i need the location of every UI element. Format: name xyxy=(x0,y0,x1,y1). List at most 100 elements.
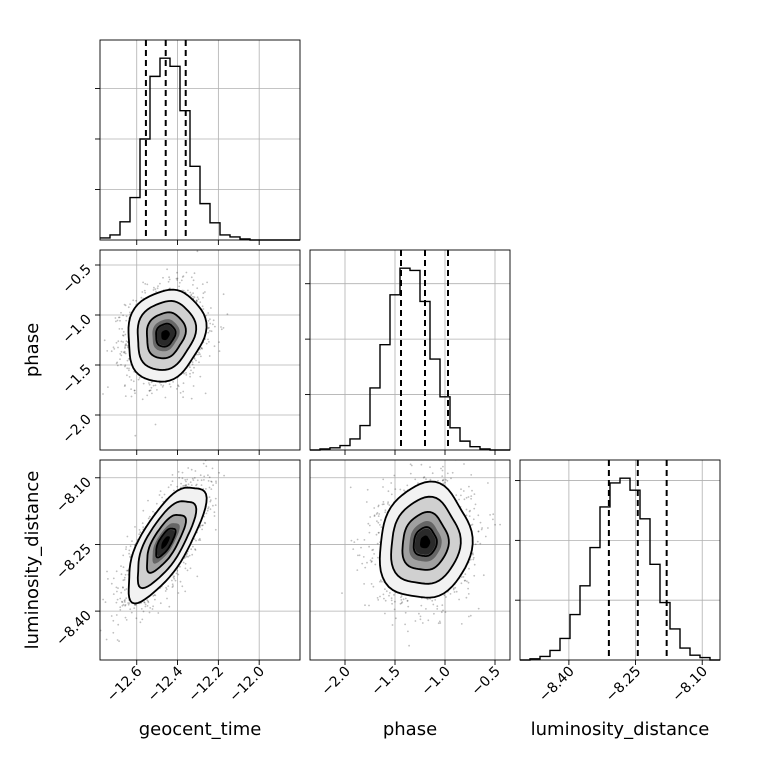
density-geocent_time-vs-phase-point xyxy=(210,307,212,309)
density-geocent_time-vs-phase-point xyxy=(150,386,153,389)
density-phase-vs-luminosity_distance-point xyxy=(378,531,380,534)
density-geocent_time-vs-luminosity_distance-point xyxy=(135,617,138,620)
density-geocent_time-vs-luminosity_distance-point xyxy=(147,600,150,603)
density-phase-vs-luminosity_distance-point xyxy=(387,501,389,504)
density-geocent_time-vs-luminosity_distance-point xyxy=(161,496,164,499)
density-geocent_time-vs-phase-point xyxy=(127,369,130,372)
density-phase-vs-luminosity_distance-point xyxy=(369,559,372,562)
density-geocent_time-vs-luminosity_distance-point xyxy=(172,576,175,579)
density-geocent_time-vs-phase-point xyxy=(176,279,179,281)
density-geocent_time-vs-luminosity_distance-point xyxy=(207,507,210,510)
density-phase-vs-luminosity_distance-point xyxy=(382,501,385,503)
density-geocent_time-vs-luminosity_distance-point xyxy=(187,483,190,486)
density-geocent_time-vs-phase-point xyxy=(189,366,191,369)
density-geocent_time-vs-phase-point xyxy=(129,311,131,314)
density-phase-vs-luminosity_distance-point xyxy=(469,558,472,561)
density-geocent_time-vs-luminosity_distance-point xyxy=(120,573,123,576)
density-geocent_time-vs-phase-point xyxy=(201,305,204,308)
density-phase-vs-luminosity_distance-point xyxy=(460,494,462,497)
density-geocent_time-vs-luminosity_distance-point xyxy=(166,597,168,600)
density-geocent_time-vs-phase-point xyxy=(106,350,109,352)
density-phase-vs-luminosity_distance-point xyxy=(370,583,373,585)
density-phase-vs-luminosity_distance-point xyxy=(384,511,387,514)
hist-luminosity_distance-xtick-label-1: −8.25 xyxy=(603,664,645,706)
density-phase-vs-luminosity_distance-point xyxy=(462,576,465,578)
hist-phase-grid xyxy=(310,250,510,450)
density-geocent_time-vs-phase-point xyxy=(207,319,210,322)
density-geocent_time-vs-phase-point xyxy=(210,330,213,333)
density-phase-vs-luminosity_distance-point xyxy=(407,630,409,633)
density-geocent_time-vs-phase-point xyxy=(189,372,191,375)
density-geocent_time-vs-luminosity_distance-point xyxy=(164,590,167,592)
density-phase-vs-luminosity_distance-point xyxy=(494,523,496,526)
density-geocent_time-vs-phase-point xyxy=(126,359,129,362)
density-geocent_time-vs-phase-point xyxy=(200,347,203,349)
density-phase-vs-luminosity_distance-point xyxy=(384,509,387,512)
density-geocent_time-vs-luminosity_distance-point xyxy=(193,538,196,540)
density-geocent_time-vs-luminosity_distance-point xyxy=(185,484,188,487)
density-geocent_time-vs-luminosity_distance-point xyxy=(174,579,177,582)
xlabel-luminosity_distance: luminosity_distance xyxy=(531,719,710,740)
density-phase-vs-luminosity_distance-point xyxy=(368,604,370,607)
density-geocent_time-vs-phase-point xyxy=(134,392,136,395)
density-geocent_time-vs-phase-point xyxy=(190,369,192,372)
density-phase-vs-luminosity_distance-point xyxy=(479,542,482,545)
density-geocent_time-vs-phase-point xyxy=(133,389,136,392)
density-geocent_time-vs-luminosity_distance-point xyxy=(177,592,180,594)
density-phase-vs-luminosity_distance-point xyxy=(452,587,455,590)
density-geocent_time-vs-luminosity_distance-point xyxy=(194,549,197,551)
density-geocent_time-vs-phase-point xyxy=(199,301,202,304)
density-geocent_time-vs-phase-point xyxy=(169,385,172,388)
density-geocent_time-vs-phase-point xyxy=(201,283,204,285)
density-geocent_time-vs-phase-point xyxy=(162,276,164,279)
density-phase-vs-luminosity_distance-point xyxy=(441,479,444,482)
density-phase-vs-luminosity_distance-point xyxy=(406,484,409,487)
density-phase-vs-luminosity_distance-point xyxy=(376,597,379,599)
density-geocent_time-vs-phase-point xyxy=(193,296,196,298)
density-geocent_time-vs-luminosity_distance-point xyxy=(193,477,196,479)
density-geocent_time-vs-luminosity_distance-point xyxy=(208,496,211,498)
density-geocent_time-vs-luminosity_distance-point xyxy=(184,479,187,481)
density-geocent_time-vs-luminosity_distance-point xyxy=(116,598,119,601)
density-geocent_time-vs-luminosity_distance-point xyxy=(199,474,202,477)
density-geocent_time-vs-phase-point xyxy=(182,396,185,399)
density-geocent_time-vs-phase-point xyxy=(124,364,127,367)
density-phase-vs-luminosity_distance-point xyxy=(437,622,440,625)
density-geocent_time-vs-luminosity_distance-point xyxy=(119,597,122,600)
hist-luminosity_distance-xtick-label-0: −8.40 xyxy=(536,664,578,706)
density-geocent_time-vs-luminosity_distance-point xyxy=(149,607,152,609)
density-phase-vs-luminosity_distance-point xyxy=(477,607,480,610)
density-phase-vs-luminosity_distance-point xyxy=(373,515,376,517)
density-geocent_time-vs-luminosity_distance-point xyxy=(129,608,132,611)
density-geocent_time-vs-luminosity_distance-point xyxy=(105,638,108,641)
density-geocent_time-vs-luminosity_distance-point xyxy=(204,522,207,525)
density-geocent_time-vs-luminosity_distance-point xyxy=(190,484,193,486)
density-phase-vs-luminosity_distance-point xyxy=(420,604,423,607)
density-geocent_time-vs-luminosity_distance-point xyxy=(107,578,109,580)
density-phase-vs-luminosity_distance-point xyxy=(451,471,454,474)
density-geocent_time-vs-phase-point xyxy=(193,358,196,360)
density-geocent_time-vs-luminosity_distance-point xyxy=(120,591,123,594)
density-geocent_time-vs-phase-point xyxy=(207,331,210,334)
density-geocent_time-vs-luminosity_distance-point xyxy=(122,603,125,606)
density-geocent_time-vs-phase-point xyxy=(204,291,206,293)
density-phase-vs-luminosity_distance-point xyxy=(366,488,369,491)
density-phase-vs-luminosity_distance-point xyxy=(409,463,412,466)
density-phase-vs-luminosity_distance-point xyxy=(377,515,380,517)
density-geocent_time-vs-phase-point xyxy=(161,386,164,388)
density-geocent_time-vs-luminosity_distance-point xyxy=(212,484,215,487)
density-geocent_time-vs-phase-point xyxy=(159,282,161,285)
density-phase-vs-luminosity_distance-point xyxy=(463,579,466,582)
density-geocent_time-vs-phase-point xyxy=(114,317,117,319)
density-geocent_time-vs-luminosity_distance-point xyxy=(206,509,209,512)
density-geocent_time-vs-luminosity_distance-point xyxy=(186,478,189,481)
density-geocent_time-vs-phase-point xyxy=(207,327,210,330)
density-phase-vs-luminosity_distance-point xyxy=(460,582,463,585)
density-geocent_time-vs-phase-point xyxy=(140,296,143,299)
density-geocent_time-vs-luminosity_distance-point xyxy=(115,614,118,616)
density-geocent_time-vs-phase-point xyxy=(208,355,211,357)
density-geocent_time-vs-phase-point xyxy=(148,383,151,386)
density-phase-vs-luminosity_distance-point xyxy=(368,545,370,548)
density-geocent_time-vs-phase-point xyxy=(192,371,195,374)
density-geocent_time-vs-luminosity_distance-point xyxy=(142,509,145,512)
